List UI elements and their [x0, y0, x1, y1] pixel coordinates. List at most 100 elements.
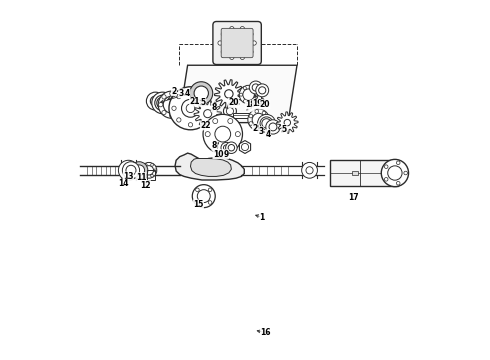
Text: 20: 20	[228, 98, 239, 107]
Circle shape	[177, 94, 181, 99]
Circle shape	[262, 119, 271, 128]
Circle shape	[269, 123, 277, 131]
Circle shape	[259, 87, 266, 94]
Circle shape	[144, 166, 153, 175]
Text: 18: 18	[245, 100, 256, 109]
Circle shape	[170, 91, 174, 96]
Text: 4: 4	[265, 130, 270, 139]
Circle shape	[122, 162, 140, 179]
Text: 3: 3	[259, 127, 264, 136]
Circle shape	[249, 50, 253, 54]
Circle shape	[200, 94, 204, 99]
Circle shape	[302, 162, 318, 178]
Circle shape	[244, 100, 246, 103]
Circle shape	[266, 120, 280, 134]
Circle shape	[223, 145, 229, 150]
Circle shape	[152, 92, 173, 114]
Text: 9: 9	[223, 150, 229, 159]
Polygon shape	[215, 80, 243, 108]
Circle shape	[169, 87, 212, 130]
Bar	[233, 113, 248, 118]
Circle shape	[126, 165, 136, 175]
Circle shape	[134, 165, 145, 176]
Circle shape	[230, 55, 234, 59]
Circle shape	[205, 106, 209, 111]
Text: 14: 14	[118, 179, 128, 188]
Text: 17: 17	[348, 193, 359, 202]
Circle shape	[163, 96, 180, 113]
Circle shape	[170, 114, 174, 118]
Circle shape	[384, 165, 388, 168]
Circle shape	[177, 118, 181, 122]
Circle shape	[221, 32, 225, 36]
Circle shape	[145, 174, 147, 177]
Circle shape	[177, 111, 182, 115]
Circle shape	[228, 118, 233, 123]
Circle shape	[306, 167, 313, 174]
Circle shape	[249, 81, 262, 94]
Polygon shape	[194, 100, 221, 127]
Circle shape	[157, 97, 168, 109]
Circle shape	[162, 95, 166, 99]
Circle shape	[158, 91, 186, 118]
Circle shape	[240, 93, 243, 96]
Circle shape	[147, 92, 164, 110]
Text: 4: 4	[185, 89, 190, 98]
Text: 12: 12	[140, 180, 150, 189]
Text: 8: 8	[211, 103, 217, 112]
Circle shape	[213, 118, 218, 123]
FancyBboxPatch shape	[221, 28, 253, 58]
Circle shape	[215, 126, 231, 142]
Circle shape	[249, 32, 253, 36]
Circle shape	[188, 123, 193, 127]
Circle shape	[203, 114, 243, 154]
Circle shape	[255, 126, 259, 130]
Bar	[352, 171, 358, 175]
Text: 10: 10	[213, 150, 223, 159]
Text: 3: 3	[178, 89, 184, 98]
Circle shape	[145, 163, 147, 166]
Text: 16: 16	[261, 328, 271, 337]
Circle shape	[141, 162, 157, 178]
Circle shape	[243, 89, 254, 100]
Circle shape	[256, 84, 269, 97]
Polygon shape	[276, 112, 298, 134]
Circle shape	[249, 122, 253, 125]
Text: 2: 2	[252, 124, 258, 133]
Text: 6: 6	[232, 98, 237, 107]
Circle shape	[248, 109, 270, 131]
Circle shape	[150, 174, 153, 177]
Circle shape	[404, 171, 408, 175]
Circle shape	[240, 27, 245, 31]
Circle shape	[150, 163, 153, 166]
Bar	[147, 170, 155, 180]
Circle shape	[208, 188, 212, 192]
Circle shape	[230, 27, 234, 31]
Circle shape	[239, 85, 258, 104]
Circle shape	[123, 165, 133, 175]
FancyBboxPatch shape	[213, 22, 261, 64]
Circle shape	[266, 118, 269, 122]
Text: 15: 15	[193, 200, 203, 209]
Circle shape	[258, 114, 275, 132]
Circle shape	[226, 108, 234, 115]
Circle shape	[262, 111, 266, 115]
Text: 21: 21	[190, 97, 200, 106]
Circle shape	[244, 87, 246, 90]
Circle shape	[159, 103, 163, 107]
Circle shape	[150, 96, 160, 106]
Polygon shape	[330, 159, 398, 186]
Circle shape	[221, 50, 225, 54]
Circle shape	[197, 190, 210, 203]
Polygon shape	[179, 65, 297, 123]
Circle shape	[194, 86, 208, 100]
Text: 20: 20	[260, 100, 270, 109]
Circle shape	[225, 90, 233, 98]
Circle shape	[252, 113, 265, 126]
Circle shape	[213, 145, 218, 150]
Circle shape	[251, 87, 254, 90]
Circle shape	[262, 125, 266, 128]
Text: 11: 11	[136, 173, 146, 182]
Circle shape	[255, 93, 258, 96]
Text: 5: 5	[282, 125, 287, 134]
